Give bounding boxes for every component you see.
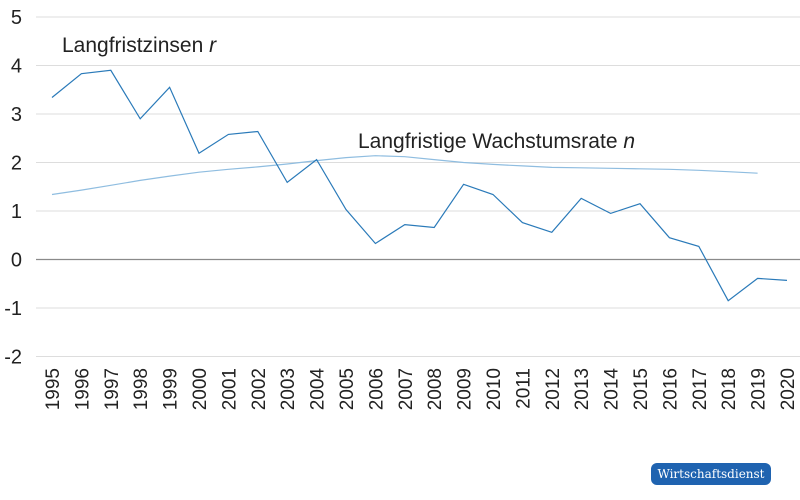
y-axis-ticks: 5 4 3 2 1 0 -1 -2 [4,7,22,369]
x-tick-label: 2005 [337,368,358,410]
x-tick-label: 2019 [749,368,770,410]
y-tick-label: -1 [4,298,22,320]
x-tick-label: 2003 [278,368,299,410]
series-line-wachstumsrate-n [51,155,758,196]
x-tick-label: 2013 [572,368,593,410]
y-tick-label: 3 [11,104,22,126]
x-tick-label: 2014 [602,368,623,411]
x-tick-label: 2016 [660,368,681,410]
x-tick-label: 2011 [513,368,534,409]
x-tick-label: 2012 [543,368,564,410]
y-tick-label: 5 [11,7,22,29]
y-tick-label: 1 [11,201,22,223]
x-tick-label: 2017 [690,368,711,410]
annotation-wachstumsrate: Langfristige Wachstumsrate n [358,130,635,153]
x-tick-label: 2007 [396,368,417,410]
annotation-langfristzinsen: Langfristzinsen r [62,34,217,57]
series-line-langfristzinsen-r [51,69,788,302]
y-tick-label: 4 [11,56,22,78]
x-tick-label: 1998 [131,368,152,410]
y-tick-label: -2 [4,347,22,369]
x-tick-label: 2008 [425,368,446,410]
x-tick-label: 2001 [219,368,240,410]
x-tick-label: 1995 [43,368,64,410]
x-tick-label: 2004 [308,368,329,411]
x-tick-label: 1999 [161,368,182,410]
gridlines [36,16,800,357]
x-tick-label: 1996 [72,368,93,410]
wirtschaftsdienst-logo: Wirtschaftsdienst [651,463,771,485]
y-tick-label: 2 [11,153,22,175]
x-tick-label: 2002 [249,368,270,410]
y-tick-label: 0 [11,250,22,272]
x-axis-ticks: 1995 1996 1997 1998 1999 2000 2001 2002 2003 2004… [43,368,799,411]
x-tick-label: 2006 [366,368,387,410]
x-tick-label: 2018 [719,368,740,410]
x-tick-label: 1997 [102,368,123,410]
x-tick-label: 2015 [631,368,652,410]
line-chart: 5 4 3 2 1 0 -1 -2 1995 1996 1997 1998 1999 2000 2001 2… [4,7,800,411]
x-tick-label: 2020 [778,368,799,410]
x-tick-label: 2000 [190,368,211,410]
x-tick-label: 2010 [484,368,505,410]
x-tick-label: 2009 [455,368,476,410]
